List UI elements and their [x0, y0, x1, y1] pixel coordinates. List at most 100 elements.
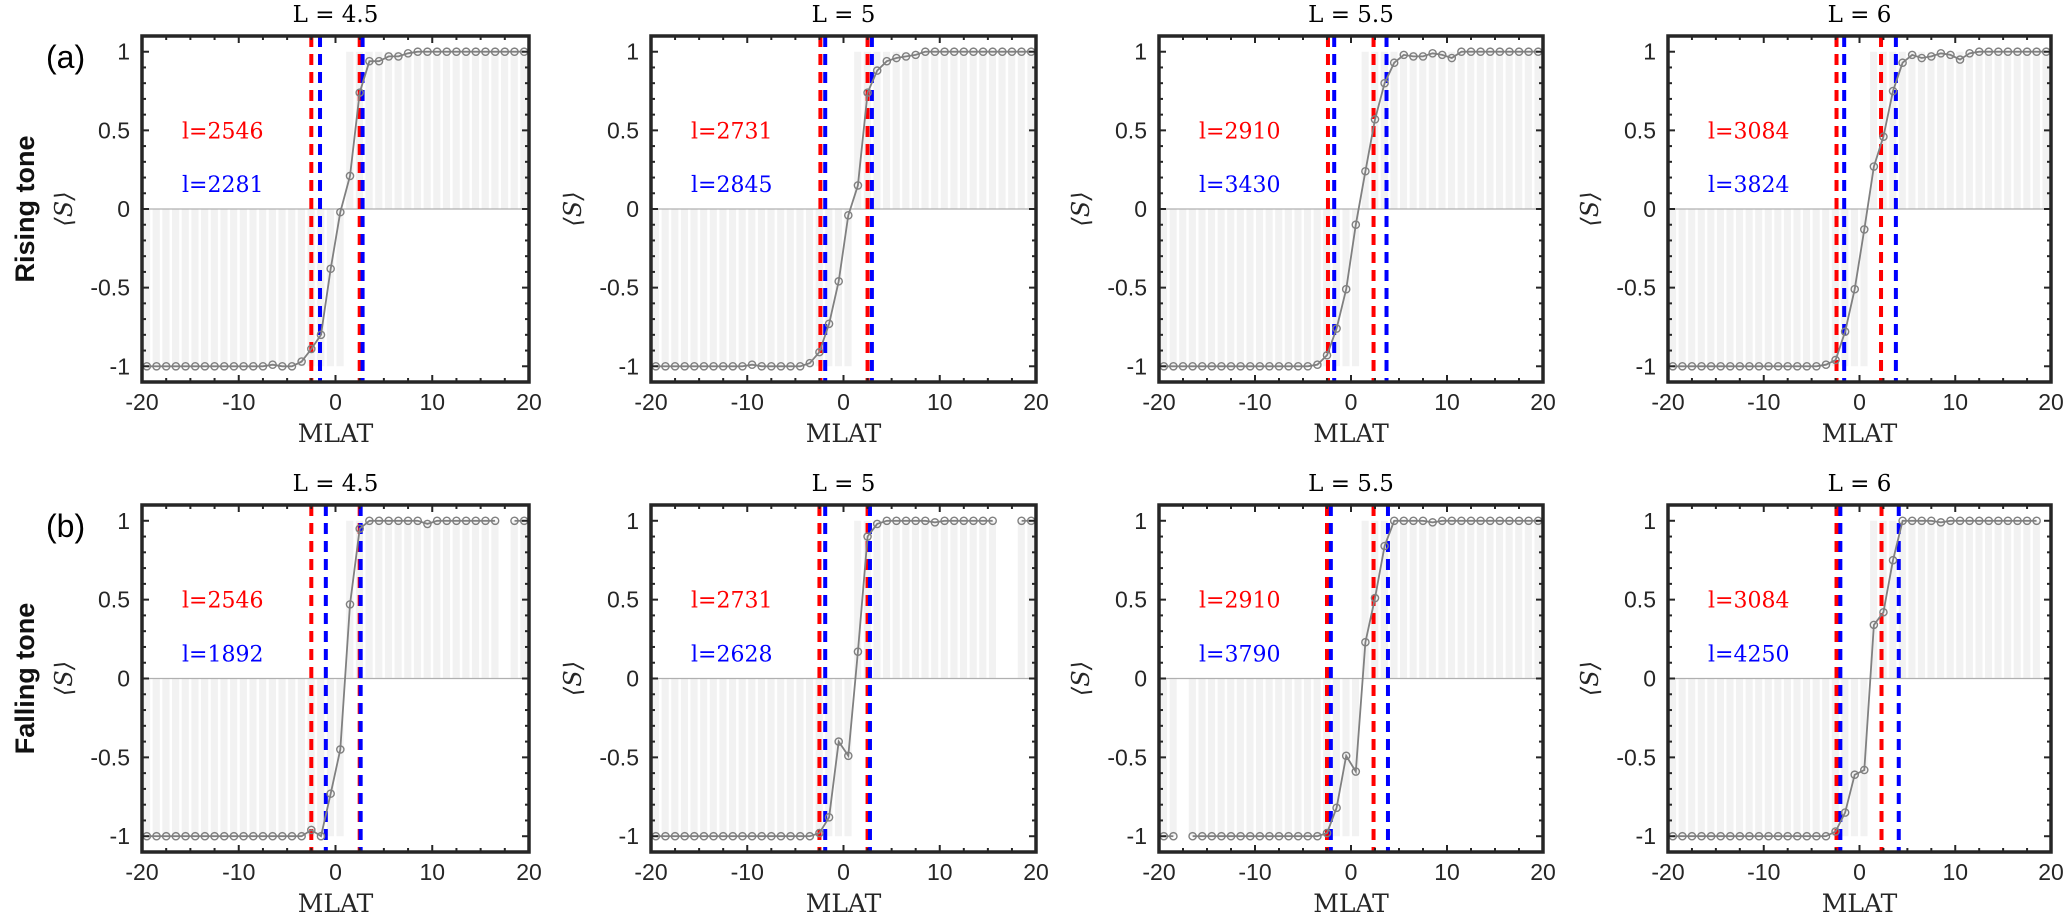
red-annotation: l=3084	[1708, 119, 1789, 144]
data-point	[949, 516, 959, 526]
data-point	[1274, 361, 1284, 371]
data-point	[1524, 47, 1533, 57]
data-point	[1773, 361, 1783, 371]
y-tick-label: 0	[1134, 666, 1147, 692]
sign-bar	[481, 520, 489, 679]
data-point	[940, 516, 949, 526]
sign-bar	[1496, 51, 1504, 210]
data-point	[200, 361, 210, 371]
data-point	[1955, 55, 1965, 64]
data-point	[481, 47, 490, 57]
sign-bar	[1227, 209, 1235, 367]
data-point	[258, 831, 268, 841]
data-point	[384, 52, 394, 61]
sign-bar	[433, 520, 441, 679]
sign-bar	[1284, 678, 1292, 837]
data-point	[1687, 831, 1697, 841]
sign-bar	[1774, 678, 1782, 837]
sign-bar	[1822, 209, 1830, 367]
data-point	[1017, 47, 1026, 57]
data-point	[1226, 831, 1236, 841]
subplot-a-2: -20 -10 0 10 20 -1 -0.5 0 0.5 1 L = 5 MLAT ⟨S⟩ l=2731…	[559, 2, 1049, 448]
data-point	[1706, 361, 1716, 371]
sign-bar	[452, 51, 460, 210]
data-point	[1697, 361, 1706, 371]
data-point	[171, 831, 181, 841]
x-axis-label: MLAT	[1822, 419, 1898, 448]
panel-tag: (b)	[46, 508, 85, 544]
sign-bar	[297, 678, 305, 837]
data-point	[219, 831, 229, 841]
x-tick-label: 10	[1434, 859, 1460, 885]
data-point	[1293, 831, 1303, 841]
sign-bar	[1917, 520, 1926, 679]
data-point	[1754, 831, 1764, 841]
data-point	[1745, 361, 1754, 371]
y-tick-label: 0	[626, 666, 639, 692]
y-axis-label: ⟨S⟩	[50, 191, 78, 226]
sign-bar	[442, 520, 451, 679]
data-point	[1178, 361, 1188, 371]
data-point	[969, 516, 978, 526]
sign-bar	[1937, 520, 1945, 679]
data-point	[355, 88, 364, 97]
data-point	[728, 361, 738, 371]
data-point	[1754, 361, 1764, 371]
sign-bar	[1304, 209, 1312, 367]
sign-bar	[2013, 520, 2021, 679]
data-point	[1869, 620, 1879, 630]
data-point	[1505, 47, 1514, 57]
sign-bar	[375, 51, 383, 210]
sign-bar	[931, 520, 939, 679]
sign-bar	[1783, 678, 1791, 837]
x-tick-label: 0	[329, 859, 342, 885]
sign-bar	[738, 678, 746, 837]
y-tick-label: -1	[110, 353, 130, 379]
sign-bar	[969, 51, 977, 210]
sign-bar	[365, 51, 373, 210]
data-point	[1217, 361, 1226, 371]
y-axis-label: ⟨S⟩	[1067, 661, 1095, 696]
red-annotation: l=2546	[182, 589, 263, 614]
y-tick-label: -1	[1636, 353, 1656, 379]
data-point	[863, 532, 872, 541]
data-point	[326, 789, 335, 798]
sign-bar	[1927, 520, 1935, 679]
y-tick-label: -1	[1636, 823, 1656, 849]
data-point	[1409, 52, 1418, 61]
sign-bar	[1707, 678, 1715, 837]
data-point	[1994, 516, 2003, 526]
data-point	[1783, 831, 1792, 841]
sign-bar	[1956, 51, 1964, 210]
sign-bar	[1188, 209, 1196, 367]
sign-bar	[423, 51, 431, 210]
sign-bar	[1294, 209, 1302, 367]
data-point	[1341, 751, 1351, 761]
data-point	[248, 361, 258, 371]
sign-bar	[288, 678, 296, 837]
data-point	[728, 831, 738, 841]
sign-bar	[278, 678, 286, 837]
data-point	[670, 361, 680, 371]
sign-bar	[921, 520, 929, 679]
data-point	[490, 516, 500, 526]
sign-bar	[423, 520, 431, 679]
x-tick-label: 10	[927, 389, 953, 415]
sign-bar	[172, 678, 180, 837]
y-tick-label: 1	[1134, 508, 1147, 534]
sign-bar	[1304, 678, 1312, 837]
data-point	[824, 319, 834, 329]
sign-bar	[979, 520, 987, 679]
sign-bar	[2032, 51, 2040, 210]
data-point	[1505, 516, 1514, 526]
y-axis-label: ⟨S⟩	[559, 191, 587, 226]
subplot-title: L = 4.5	[293, 471, 379, 497]
y-tick-label: 1	[1134, 39, 1147, 65]
sign-bar	[201, 209, 209, 367]
data-point	[1850, 770, 1860, 780]
data-point	[200, 831, 210, 841]
y-tick-label: 0	[1134, 196, 1147, 222]
y-tick-label: -1	[619, 353, 639, 379]
series-line	[1192, 519, 1539, 838]
sign-bar	[191, 678, 199, 837]
